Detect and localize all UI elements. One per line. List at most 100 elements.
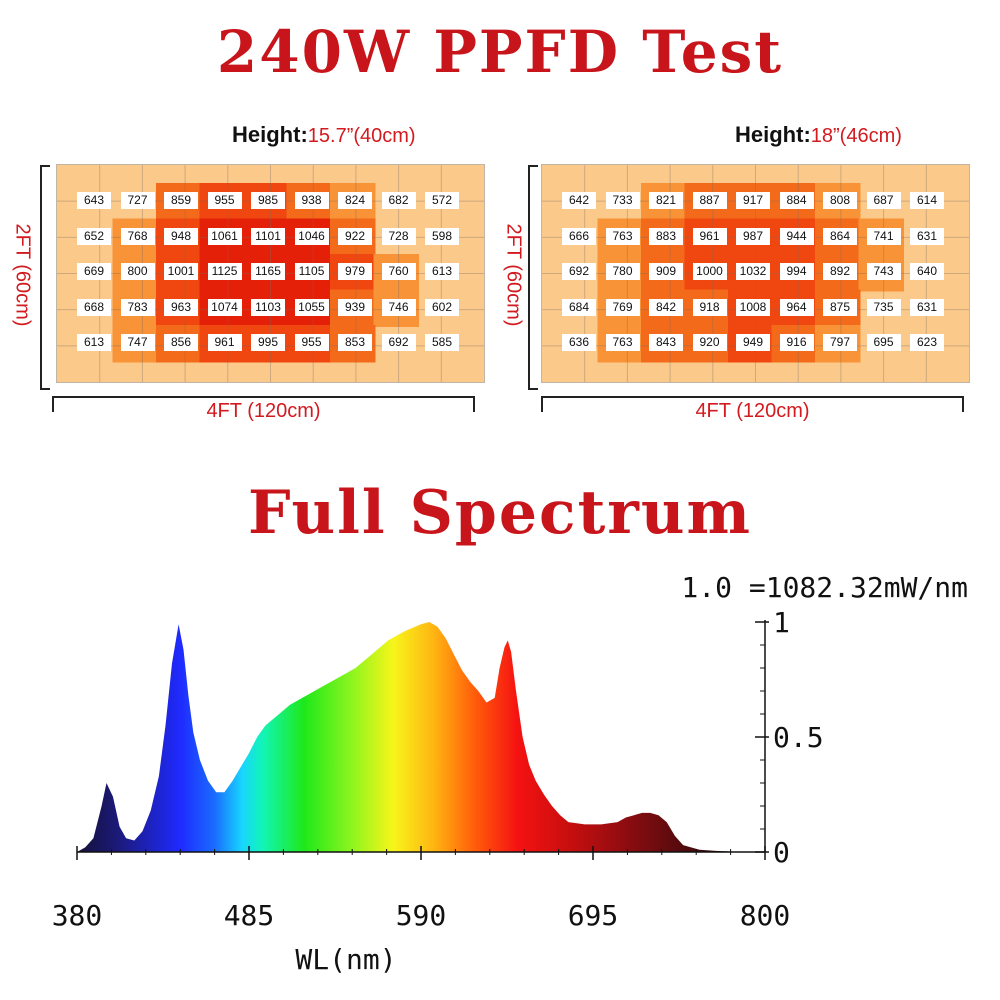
ppfd-cell: 783: [120, 298, 155, 316]
panel-1-ppfd-heatmap: 643 727 859 955 985 938 824 682 572 652 768 948 1061…: [56, 164, 485, 383]
ppfd-cell: 859: [164, 192, 198, 209]
ppfd-cell: 1000: [692, 263, 727, 280]
ppfd-cell: 1165: [251, 263, 285, 280]
ppfd-cell: 613: [77, 334, 111, 351]
x-tick-label: 800: [740, 899, 791, 932]
ppfd-cell: 763: [605, 334, 640, 351]
ppfd-cell: 922: [338, 227, 372, 245]
ppfd-cell: 821: [649, 192, 683, 209]
ppfd-cell: 602: [425, 298, 459, 316]
ppfd-cell: 985: [251, 192, 285, 209]
ppfd-cell: 1061: [207, 227, 242, 245]
panel-2-height: Height:18”(46cm): [735, 122, 902, 148]
ppfd-cell: 631: [910, 298, 944, 316]
ppfd-cell: 666: [562, 227, 596, 245]
spectrum-chart: 1.0 =1082.32mW/nm 380 485 590 695 800 0 0.5 1 WL…: [52, 571, 968, 976]
ppfd-cell: 864: [823, 227, 857, 245]
ppfd-cell: 1125: [207, 263, 242, 280]
ppfd-cell: 682: [381, 192, 416, 209]
ppfd-cell: 735: [866, 298, 901, 316]
panel-1-height-key: Height:: [232, 122, 308, 147]
ppfd-cell: 948: [164, 227, 198, 245]
ppfd-cell: 763: [605, 227, 640, 245]
ppfd-cell: 746: [381, 298, 416, 316]
ppfd-test-title: 240W PPFD Test: [216, 18, 784, 86]
ppfd-cell: 856: [164, 334, 198, 351]
ppfd-cell: 938: [294, 192, 329, 209]
ppfd-cell: 1032: [736, 263, 770, 280]
ppfd-cell: 652: [77, 227, 111, 245]
ppfd-cell: 1046: [294, 227, 329, 245]
ppfd-cell: 949: [736, 334, 770, 351]
ppfd-cell: 920: [692, 334, 727, 351]
ppfd-cell: 643: [77, 192, 111, 209]
ppfd-cell: 994: [779, 263, 814, 280]
ppfd-cell: 987: [736, 227, 770, 245]
ppfd-cell: 642: [562, 192, 596, 209]
ppfd-cell: 668: [77, 298, 111, 316]
ppfd-cell: 979: [338, 263, 372, 280]
ppfd-cell: 875: [823, 298, 857, 316]
ppfd-cell: 687: [866, 192, 901, 209]
panel-2-height-key: Height:: [735, 122, 811, 147]
ppfd-cell: 1008: [736, 298, 770, 316]
ppfd-cell: 585: [425, 334, 459, 351]
ppfd-cell: 636: [562, 334, 596, 351]
ppfd-cell: 853: [338, 334, 372, 351]
ppfd-cell: 747: [120, 334, 155, 351]
ppfd-cell: 743: [866, 263, 901, 280]
scale-note: 1.0 =1082.32mW/nm: [681, 571, 968, 604]
ppfd-cell: 884: [779, 192, 814, 209]
ppfd-cell: 1105: [294, 263, 329, 280]
ppfd-cell: 843: [649, 334, 683, 351]
ppfd-cell: 760: [381, 263, 416, 280]
spectrum-layer: 380 485 590 695 800 0 0.5 1 WL(nm): [52, 606, 824, 976]
ppfd-cell: 780: [605, 263, 640, 280]
ppfd-cell: 1103: [251, 298, 285, 316]
ppfd-cell: 727: [120, 192, 155, 209]
ppfd-cell: 695: [866, 334, 901, 351]
ppfd-cell: 692: [562, 263, 596, 280]
ppfd-cell: 995: [251, 334, 285, 351]
ppfd-cell: 887: [692, 192, 727, 209]
ppfd-cell: 918: [692, 298, 727, 316]
ppfd-cell: 728: [381, 227, 416, 245]
ppfd-cell: 963: [164, 298, 198, 316]
panel-2-depth-bracket: [528, 165, 538, 390]
ppfd-cell: 572: [425, 192, 459, 209]
ppfd-cell: 842: [649, 298, 683, 316]
ppfd-cell: 1055: [294, 298, 329, 316]
ppfd-cell: 692: [381, 334, 416, 351]
ppfd-cell: 623: [910, 334, 944, 351]
panel-2-height-value: 18”(46cm): [810, 125, 902, 147]
ppfd-cell: 684: [562, 298, 596, 316]
ppfd-cell: 741: [866, 227, 901, 245]
spectrum-area: [77, 622, 765, 852]
panel-1-width-bracket: [52, 396, 475, 412]
panel-2-ppfd-heatmap: 642 733 821 887 917 884 808 687 614 666 763 883 961 9…: [541, 164, 970, 383]
x-axis-label: WL(nm): [295, 943, 396, 976]
ppfd-cell: 916: [779, 334, 814, 351]
ppfd-cell: 824: [338, 192, 372, 209]
ppfd-cell: 631: [910, 227, 944, 245]
ppfd-cell: 939: [338, 298, 372, 316]
ppfd-cell: 883: [649, 227, 683, 245]
ppfd-cell: 955: [294, 334, 329, 351]
ppfd-cell: 768: [120, 227, 155, 245]
panel-2-depth-label: 2FT (60cm): [502, 223, 525, 327]
ppfd-cell: 669: [77, 263, 111, 280]
panel-1-height: Height:15.7”(40cm): [232, 122, 416, 148]
panel-1-width-label: 4FT (120cm): [206, 400, 321, 422]
panel-2-width-label: 4FT (120cm): [695, 400, 810, 422]
ppfd-cell: 1101: [251, 227, 285, 245]
spectrum-title: Full Spectrum: [247, 478, 753, 548]
ppfd-cell: 769: [605, 298, 640, 316]
panel-2-width-bracket: [541, 396, 964, 412]
panel-1-depth-label: 2FT (60cm): [11, 223, 34, 327]
ppfd-cell: 640: [910, 263, 944, 280]
panel-1-height-value: 15.7”(40cm): [307, 125, 416, 147]
ppfd-cell: 733: [605, 192, 640, 209]
ppfd-cell: 961: [692, 227, 727, 245]
y-tick-label: 0: [773, 836, 790, 869]
ppfd-cell: 892: [823, 263, 857, 280]
